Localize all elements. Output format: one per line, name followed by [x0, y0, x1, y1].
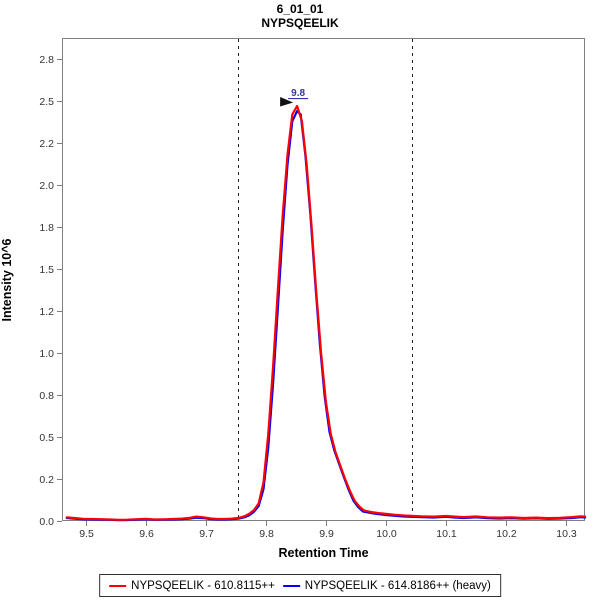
- x-tick-label: 10.1: [436, 528, 457, 540]
- x-tick-label: 10.2: [496, 528, 517, 540]
- peak-rt-annotation[interactable]: 9.8: [291, 88, 305, 99]
- x-tick-label: 10.0: [376, 528, 397, 540]
- y-tick-label: 1.8: [39, 222, 54, 234]
- x-tick-label: 9.7: [199, 528, 214, 540]
- legend-line-sample-icon: [109, 584, 127, 587]
- plot-border: [62, 38, 585, 521]
- chart-title-block: 6_01_01 NYPSQEELIK: [0, 2, 600, 30]
- legend-item: NYPSQEELIK - 614.8186++ (heavy): [282, 579, 491, 592]
- x-tick-label: 9.8: [259, 528, 274, 540]
- y-tick-label: 2.0: [39, 180, 54, 192]
- legend-item-label: NYPSQEELIK - 610.8115++: [131, 579, 275, 592]
- x-tick-label: 9.9: [319, 528, 334, 540]
- y-tick-label: 1.0: [39, 348, 54, 360]
- legend: NYPSQEELIK - 610.8115++ NYPSQEELIK - 614.…: [99, 574, 501, 597]
- y-tick-label: 0.8: [39, 390, 54, 402]
- y-tick-label: 2.5: [39, 96, 54, 108]
- y-tick-label: 2.8: [39, 54, 54, 66]
- legend-item-label: NYPSQEELIK - 614.8186++ (heavy): [304, 579, 491, 592]
- legend-line-sample-icon: [282, 584, 300, 587]
- selected-peak-arrow-icon: [280, 97, 294, 107]
- x-tick-label: 9.6: [139, 528, 154, 540]
- chromatogram-trace[interactable]: [65, 104, 587, 521]
- x-tick-label: 10.3: [556, 528, 577, 540]
- y-tick-label: 1.5: [39, 264, 54, 276]
- y-tick-label: 1.2: [39, 306, 54, 318]
- y-axis-title: Intensity 10^6: [0, 238, 14, 322]
- x-tick-label: 9.5: [79, 528, 94, 540]
- peptide-title: NYPSQEELIK: [261, 16, 339, 30]
- y-tick-label: 0.5: [39, 432, 54, 444]
- legend-item: NYPSQEELIK - 610.8115++: [109, 580, 275, 592]
- y-tick-label: 0.0: [39, 516, 54, 528]
- replicate-title: 6_01_01: [276, 2, 324, 16]
- y-tick-label: 2.2: [39, 138, 54, 150]
- x-axis-title: Retention Time: [278, 546, 369, 560]
- chromatogram-trace[interactable]: [65, 109, 587, 522]
- y-tick-label: 0.2: [39, 474, 54, 486]
